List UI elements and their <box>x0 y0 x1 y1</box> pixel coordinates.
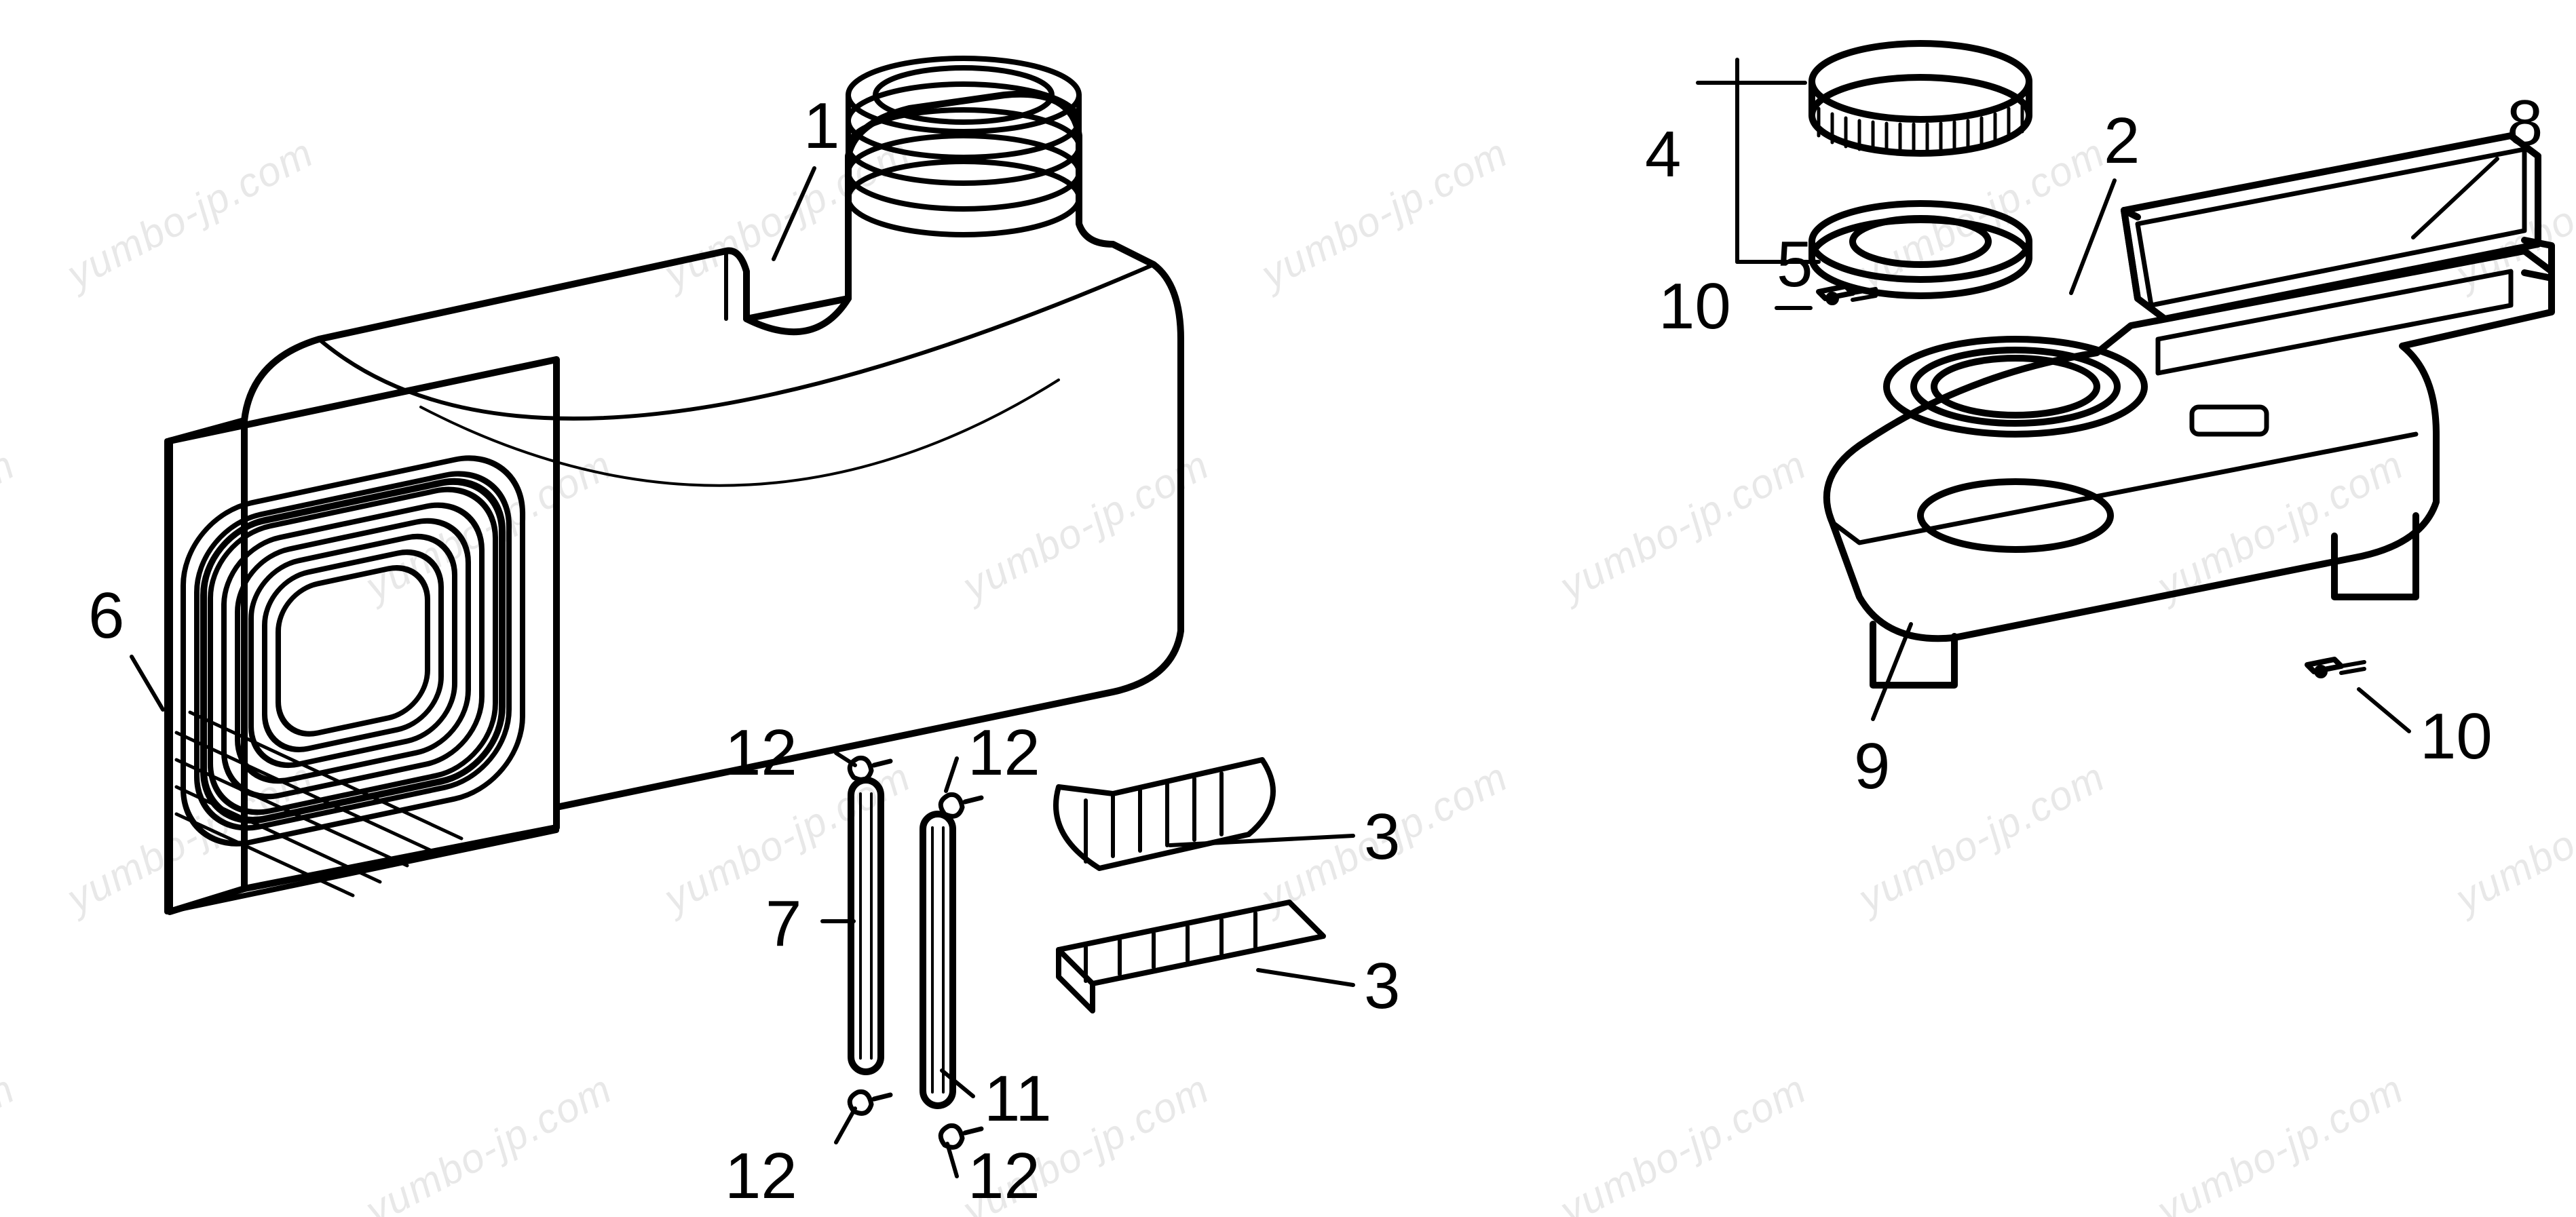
callout-8: 8 <box>2507 91 2543 156</box>
callout-6: 6 <box>88 583 124 649</box>
cap-gasket <box>1812 204 2029 296</box>
callout-7: 7 <box>765 891 801 957</box>
callout-3-lower: 3 <box>1364 954 1400 1019</box>
callout-4: 4 <box>1645 122 1681 187</box>
bellows-boot <box>167 360 556 912</box>
callout-10-left: 10 <box>1659 274 1731 339</box>
callout-12-upper-left: 12 <box>725 720 797 786</box>
callout-12-lower-left: 12 <box>725 1144 797 1209</box>
parts-diagram <box>0 0 2576 1217</box>
callout-2: 2 <box>2104 109 2140 174</box>
clip-lower <box>1059 902 1323 1011</box>
callout-9: 9 <box>1854 734 1890 799</box>
filler-cap <box>1812 43 2029 153</box>
cover-lid <box>2124 136 2552 319</box>
callout-12-upper-right: 12 <box>968 720 1040 786</box>
base-bracket <box>1827 251 2552 685</box>
clip-upper <box>1056 760 1273 868</box>
callout-10-right: 10 <box>2420 704 2493 769</box>
callout-11: 11 <box>984 1066 1052 1132</box>
callout-3-right: 3 <box>1364 805 1400 870</box>
callout-1: 1 <box>803 94 839 159</box>
bolt-right <box>2307 659 2364 676</box>
tube-left <box>851 780 881 1072</box>
callout-12-lower-right: 12 <box>968 1144 1040 1209</box>
tube-right <box>923 814 953 1106</box>
callout-5: 5 <box>1777 232 1813 297</box>
